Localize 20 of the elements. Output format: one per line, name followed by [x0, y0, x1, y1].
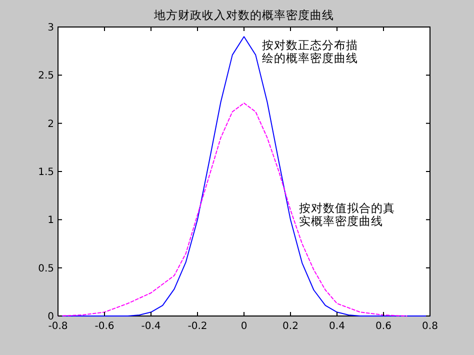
x-tick-label: -0.8	[48, 321, 68, 332]
x-tick-label: -0.4	[141, 321, 161, 332]
y-tick-label: 2.5	[38, 70, 54, 82]
y-tick-label: 1.5	[38, 167, 54, 178]
x-tick-label: 0.4	[329, 321, 345, 332]
line-series	[58, 102, 408, 316]
y-tick-label: 0.5	[38, 263, 54, 274]
y-tick-label: 2	[48, 118, 54, 130]
annotation: 按对数正态分布描绘的概率密度曲线	[262, 38, 359, 65]
x-tick-label: 0.8	[422, 321, 438, 332]
x-tick-label: 0.2	[282, 321, 298, 332]
y-tick-label: 1	[48, 215, 54, 226]
x-tick-label: -0.2	[188, 321, 208, 332]
y-tick-label: 0	[48, 312, 54, 322]
chart-title: 地方财政收入对数的概率密度曲线	[153, 8, 334, 22]
x-tick-label: 0	[240, 321, 248, 332]
x-tick-label: -0.6	[94, 321, 114, 332]
annotation: 按对数值拟合的真实概率密度曲线	[299, 201, 396, 228]
y-tick-label: 3	[48, 22, 54, 34]
x-tick-label: 0.6	[376, 321, 392, 332]
